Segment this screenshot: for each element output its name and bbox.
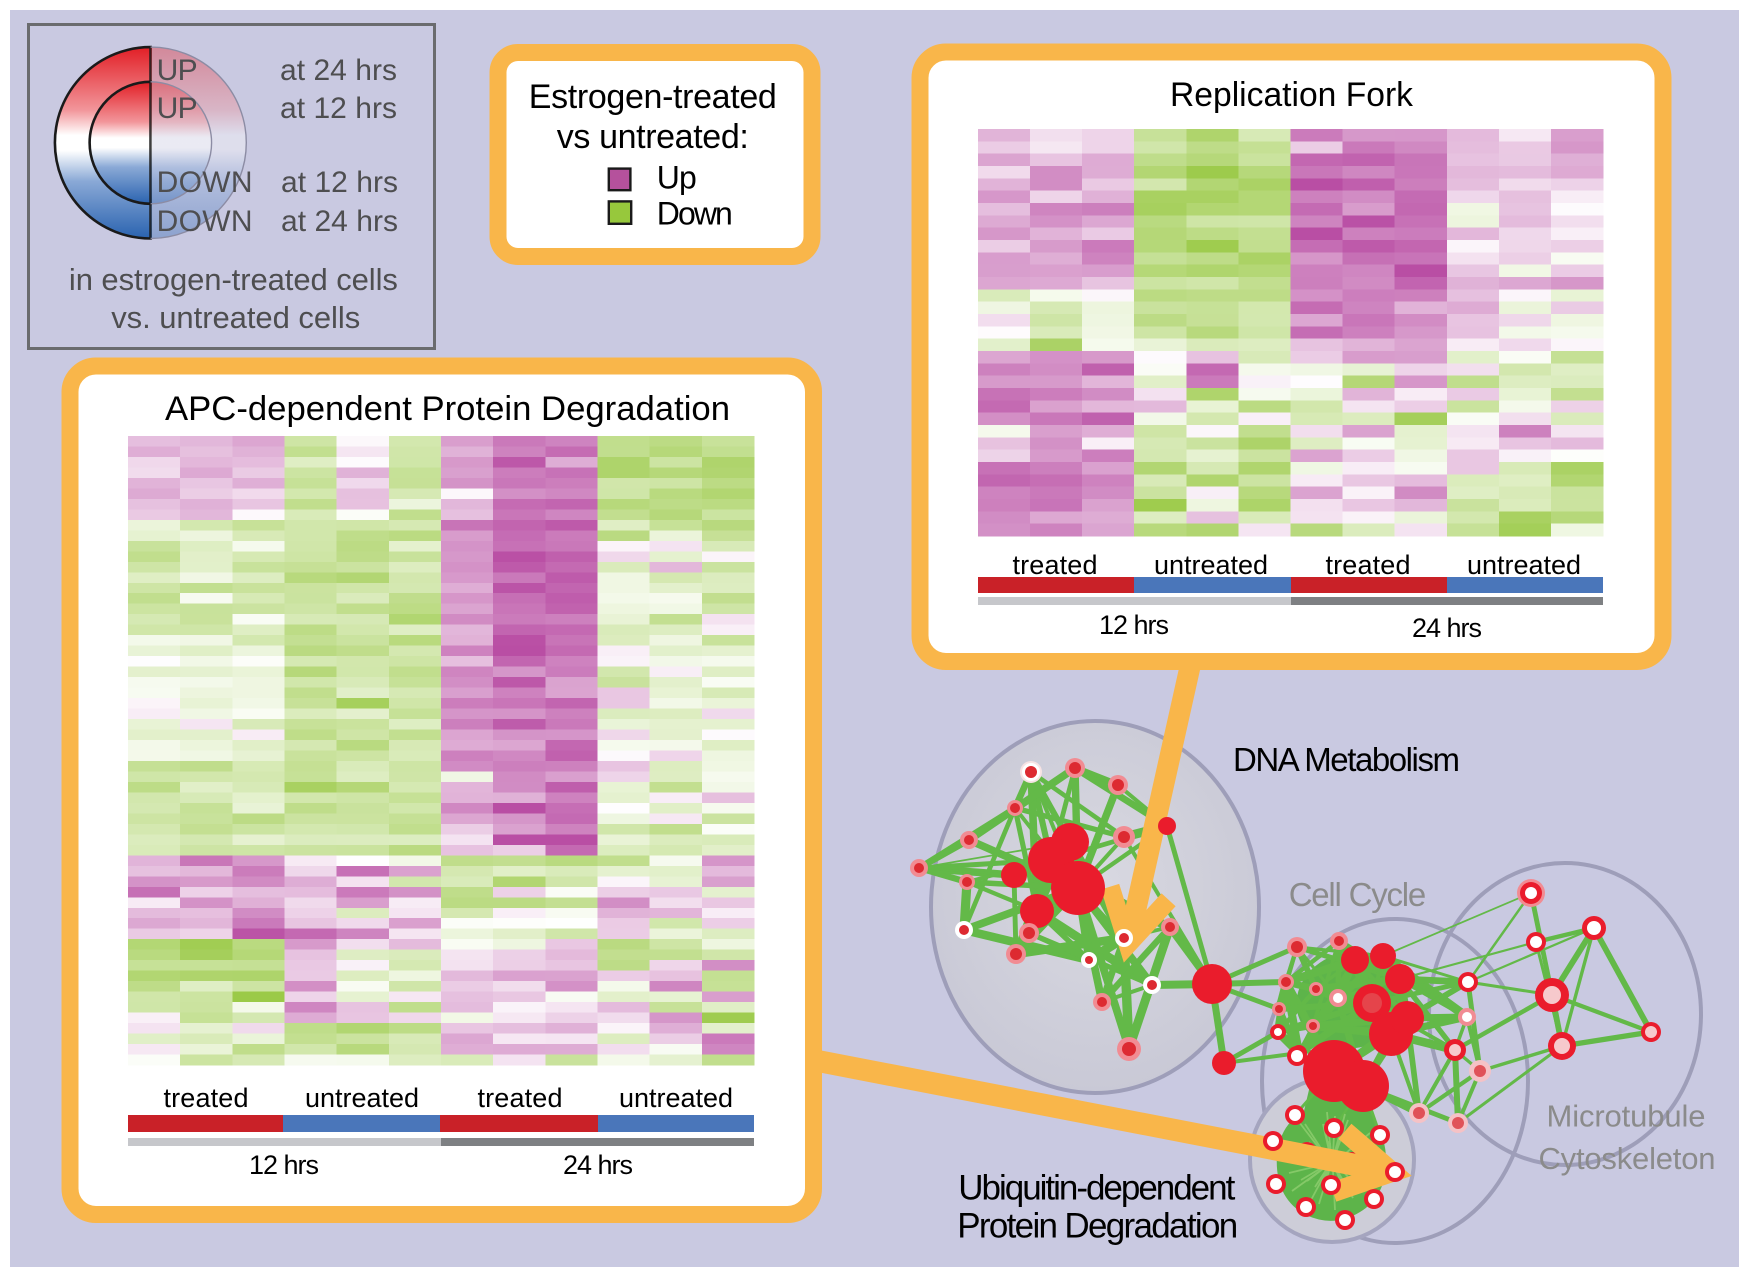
svg-text:Microtubule: Microtubule [1547,1099,1706,1134]
svg-text:untreated: untreated [305,1083,419,1113]
svg-text:24 hrs: 24 hrs [1412,613,1482,643]
svg-text:24 hrs: 24 hrs [563,1150,633,1180]
svg-text:Up: Up [657,160,697,196]
svg-text:DNA Metabolism: DNA Metabolism [1233,741,1460,778]
svg-text:treated: treated [164,1083,249,1113]
svg-text:treated: treated [478,1083,563,1113]
svg-text:in estrogen-treated cells: in estrogen-treated cells [69,262,398,297]
svg-text:vs untreated:: vs untreated: [557,118,749,156]
svg-text:12 hrs: 12 hrs [1099,610,1169,640]
svg-text:untreated: untreated [1467,550,1581,580]
svg-text:Replication Fork: Replication Fork [1170,76,1414,114]
svg-text:Estrogen-treated: Estrogen-treated [529,78,777,116]
svg-text:untreated: untreated [1154,550,1268,580]
svg-text:Protein Degradation: Protein Degradation [957,1207,1238,1246]
svg-text:treated: treated [1326,550,1411,580]
svg-text:APC-dependent Protein Degradat: APC-dependent Protein Degradation [165,390,730,428]
svg-text:vs. untreated cells: vs. untreated cells [111,300,360,335]
svg-text:Down: Down [657,196,733,232]
svg-text:at 12 hrs: at 12 hrs [280,92,397,125]
svg-text:at 24 hrs: at 24 hrs [280,54,397,87]
svg-text:DOWN: DOWN [157,166,253,199]
svg-text:12 hrs: 12 hrs [249,1150,319,1180]
svg-text:Cell Cycle: Cell Cycle [1289,876,1427,913]
svg-text:treated: treated [1013,550,1098,580]
svg-text:UP: UP [157,54,198,87]
svg-text:at 12 hrs: at 12 hrs [281,166,398,199]
svg-text:Cytoskeleton: Cytoskeleton [1539,1141,1716,1176]
svg-text:untreated: untreated [619,1083,733,1113]
svg-text:DOWN: DOWN [157,205,253,238]
svg-text:Ubiquitin-dependent: Ubiquitin-dependent [958,1168,1235,1207]
svg-text:at 24 hrs: at 24 hrs [281,205,398,238]
svg-text:UP: UP [157,92,198,125]
